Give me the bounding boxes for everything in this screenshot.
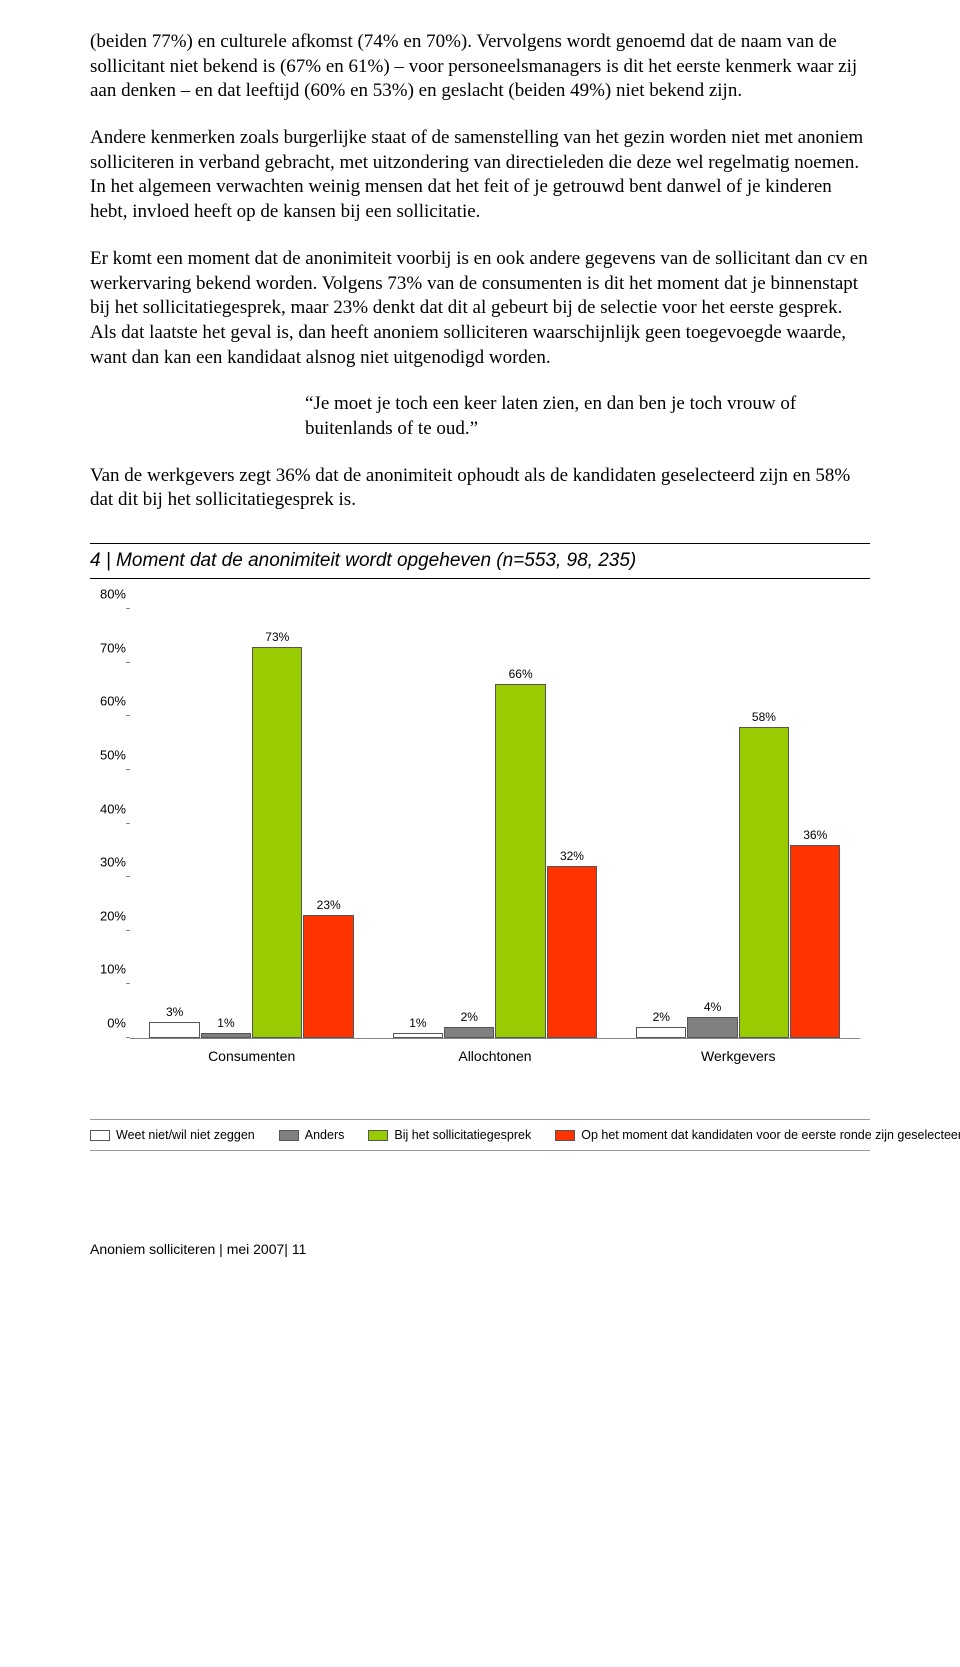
chart-legend: Weet niet/wil niet zeggen Anders Bij het s… (90, 1119, 870, 1151)
bar-value-label: 36% (803, 828, 827, 842)
legend-item: Op het moment dat kandidaten voor de eer… (555, 1128, 960, 1142)
bar: 32% (547, 866, 597, 1038)
legend-swatch (555, 1130, 575, 1141)
y-tick-label: 0% (86, 1016, 126, 1031)
bar-value-label: 58% (752, 710, 776, 724)
page-footer: Anoniem solliciteren | mei 2007| 11 (90, 1241, 870, 1257)
bar-value-label: 2% (653, 1010, 670, 1024)
paragraph-3: Er komt een moment dat de anonimiteit vo… (90, 247, 870, 370)
bar: 58% (739, 727, 789, 1038)
paragraph-1: (beiden 77%) en culturele afkomst (74% e… (90, 30, 870, 104)
bar-value-label: 23% (317, 898, 341, 912)
y-tick-label: 50% (86, 747, 126, 762)
bar: 2% (444, 1027, 494, 1038)
bar: 4% (687, 1017, 737, 1038)
bar-value-label: 3% (166, 1005, 183, 1019)
divider (90, 543, 870, 544)
legend-label: Bij het sollicitatiegesprek (394, 1128, 531, 1142)
y-tick-label: 70% (86, 640, 126, 655)
bar: 23% (303, 915, 353, 1038)
bar: 2% (636, 1027, 686, 1038)
y-tick-label: 30% (86, 855, 126, 870)
legend-swatch (90, 1130, 110, 1141)
block-quote: “Je moet je toch een keer laten zien, en… (90, 392, 870, 441)
bar: 73% (252, 647, 302, 1038)
bar-value-label: 4% (704, 1000, 721, 1014)
legend-item: Bij het sollicitatiegesprek (368, 1128, 531, 1142)
x-axis-label: Consumenten (130, 1048, 373, 1064)
bar-group: 1%2%66%32%Allochtonen (373, 609, 616, 1038)
legend-item: Weet niet/wil niet zeggen (90, 1128, 255, 1142)
y-tick-label: 40% (86, 801, 126, 816)
legend-label: Op het moment dat kandidaten voor de eer… (581, 1128, 960, 1142)
bar-value-label: 66% (509, 667, 533, 681)
x-axis-label: Werkgevers (617, 1048, 860, 1064)
x-axis-label: Allochtonen (373, 1048, 616, 1064)
bar-value-label: 73% (265, 630, 289, 644)
bar-value-label: 1% (217, 1016, 234, 1030)
legend-swatch (368, 1130, 388, 1141)
y-tick-label: 60% (86, 694, 126, 709)
legend-swatch (279, 1130, 299, 1141)
paragraph-4: Van de werkgevers zegt 36% dat de anonim… (90, 464, 870, 513)
legend-label: Weet niet/wil niet zeggen (116, 1128, 255, 1142)
bar: 1% (201, 1033, 251, 1038)
bar: 36% (790, 845, 840, 1038)
y-tick-label: 80% (86, 587, 126, 602)
y-tick-label: 10% (86, 962, 126, 977)
paragraph-2: Andere kenmerken zoals burgerlijke staat… (90, 126, 870, 225)
bar-value-label: 2% (461, 1010, 478, 1024)
bar-chart: 0%10%20%30%40%50%60%70%80%3%1%73%23%Cons… (90, 609, 870, 1151)
divider (90, 578, 870, 579)
legend-item: Anders (279, 1128, 345, 1142)
bar: 66% (495, 684, 545, 1038)
bar-group: 3%1%73%23%Consumenten (130, 609, 373, 1038)
legend-label: Anders (305, 1128, 345, 1142)
chart-title: 4 | Moment dat de anonimiteit wordt opge… (90, 550, 870, 572)
y-tick-label: 20% (86, 908, 126, 923)
bar-value-label: 1% (409, 1016, 426, 1030)
bar: 3% (149, 1022, 199, 1038)
bar: 1% (393, 1033, 443, 1038)
bar-group: 2%4%58%36%Werkgevers (617, 609, 860, 1038)
bar-value-label: 32% (560, 849, 584, 863)
